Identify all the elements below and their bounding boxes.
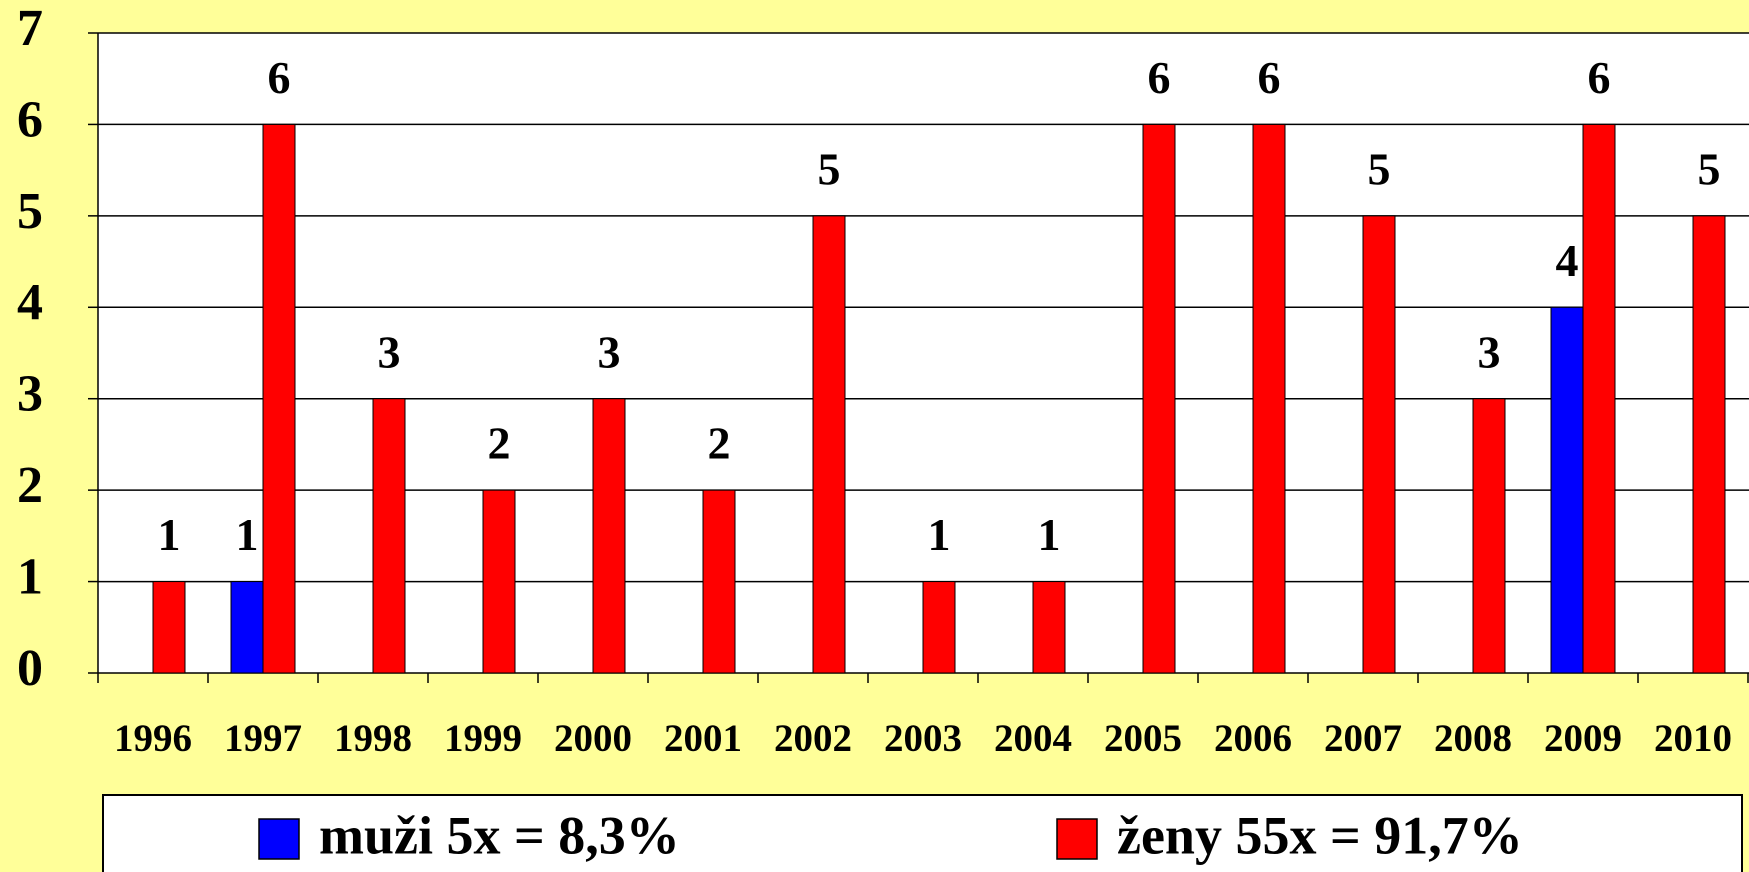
y-tick-label: 3: [17, 366, 43, 423]
legend-swatch: [258, 818, 300, 860]
y-tick-label: 5: [17, 183, 43, 240]
bar: [1472, 398, 1506, 674]
bar: [372, 398, 406, 674]
data-label: 1: [1038, 509, 1061, 560]
bar: [1252, 123, 1286, 674]
x-tick-label: 2009: [1544, 717, 1622, 760]
data-label: 4: [1556, 235, 1579, 286]
x-tick-label: 2005: [1104, 717, 1182, 760]
x-tick-label: 2010: [1654, 717, 1732, 760]
data-label: 1: [928, 509, 951, 560]
bar: [1692, 215, 1726, 674]
data-label: 1: [158, 509, 181, 560]
bar: [1550, 306, 1584, 674]
bar: [230, 581, 264, 674]
y-tick-label: 6: [17, 91, 43, 148]
bar: [1362, 215, 1396, 674]
x-tick-label: 2001: [664, 717, 742, 760]
data-label: 5: [818, 143, 841, 194]
x-tick-label: 1998: [334, 717, 412, 760]
bar: [592, 398, 626, 674]
bar: [1142, 123, 1176, 674]
legend-swatch: [1056, 818, 1098, 860]
bar: [1582, 123, 1616, 674]
data-label: 6: [268, 52, 291, 103]
legend-box: [102, 794, 1743, 872]
data-label: 2: [488, 418, 511, 469]
bar: [1032, 581, 1066, 674]
bar: [922, 581, 956, 674]
x-tick-label: 1996: [114, 717, 192, 760]
data-label: 5: [1368, 143, 1391, 194]
bar: [702, 489, 736, 674]
x-tick-label: 2008: [1434, 717, 1512, 760]
x-tick-label: 1997: [224, 717, 302, 760]
y-tick-label: 2: [17, 457, 43, 514]
x-tick-label: 2007: [1324, 717, 1402, 760]
x-tick-label: 2002: [774, 717, 852, 760]
x-tick-label: 2000: [554, 717, 632, 760]
y-tick-label: 7: [17, 0, 43, 57]
data-label: 3: [1478, 326, 1501, 377]
bar: [812, 215, 846, 674]
y-tick-label: 1: [17, 549, 43, 606]
data-label: 6: [1148, 52, 1171, 103]
data-label: 1: [236, 509, 259, 560]
y-tick-label: 4: [17, 274, 43, 331]
bar: [152, 581, 186, 674]
x-tick-label: 1999: [444, 717, 522, 760]
data-label: 5: [1698, 143, 1721, 194]
data-label: 3: [598, 326, 621, 377]
y-tick-label: 0: [17, 640, 43, 697]
x-tick-label: 2006: [1214, 717, 1292, 760]
x-tick-label: 2004: [994, 717, 1072, 760]
x-tick-label: 2003: [884, 717, 962, 760]
bar: [262, 123, 296, 674]
data-label: 2: [708, 418, 731, 469]
legend-label: ženy 55x = 91,7%: [1117, 805, 1523, 865]
data-label: 6: [1588, 52, 1611, 103]
bar: [482, 489, 516, 674]
data-label: 6: [1258, 52, 1281, 103]
data-label: 3: [378, 326, 401, 377]
legend-label: muži 5x = 8,3%: [319, 805, 680, 865]
